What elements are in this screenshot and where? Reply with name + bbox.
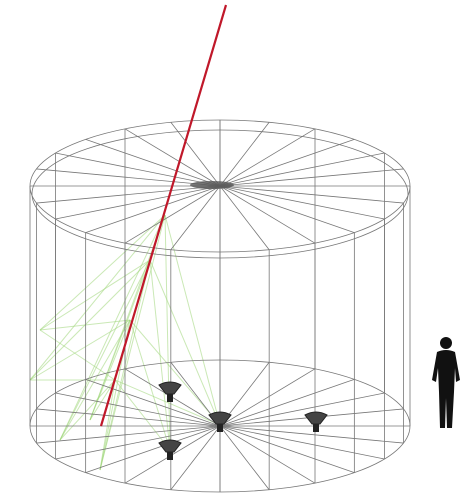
- light-ray: [59, 259, 151, 441]
- light-ray: [99, 214, 166, 471]
- pmt-cup: [158, 439, 182, 453]
- spoke: [219, 122, 270, 187]
- spoke: [55, 152, 221, 187]
- light-ray: [99, 379, 116, 471]
- light-ray: [129, 319, 221, 426]
- pmt: [158, 439, 182, 460]
- spoke: [55, 185, 221, 220]
- light-ray: [89, 259, 151, 421]
- spoke: [219, 368, 316, 427]
- spoke: [124, 128, 221, 187]
- spoke: [55, 425, 221, 460]
- light-ray: [114, 379, 221, 426]
- spoke: [219, 185, 270, 250]
- pmt-base: [313, 424, 319, 432]
- pmt-base: [217, 424, 223, 432]
- spoke: [219, 392, 385, 427]
- spoke: [219, 138, 355, 187]
- light-ray: [39, 329, 116, 381]
- spoke: [219, 185, 385, 220]
- spoke: [55, 392, 221, 427]
- light-ray: [114, 379, 171, 451]
- pmt-cup: [208, 411, 232, 425]
- spoke: [36, 425, 221, 444]
- photomultipliers: [158, 381, 328, 460]
- light-ray: [129, 319, 171, 451]
- light-ray: [59, 214, 166, 441]
- spoke: [170, 425, 221, 490]
- light-ray: [39, 319, 131, 331]
- pmt-base: [167, 394, 173, 402]
- spoke: [219, 128, 316, 187]
- spoke: [85, 185, 221, 234]
- top-hub: [190, 181, 234, 189]
- light-ray: [39, 259, 151, 331]
- spoke: [36, 168, 221, 187]
- light-ray: [89, 379, 116, 421]
- spoke: [36, 185, 221, 204]
- spoke: [219, 425, 316, 484]
- spoke: [219, 185, 316, 244]
- light-ray: [39, 214, 166, 331]
- spoke: [219, 378, 355, 427]
- light-ray: [164, 214, 171, 451]
- light-ray: [29, 259, 151, 381]
- spoke: [219, 185, 404, 204]
- spoke: [219, 168, 404, 187]
- spoke: [85, 378, 221, 427]
- spoke: [85, 138, 221, 187]
- light-ray: [29, 319, 131, 381]
- person-silhouette: [432, 337, 460, 428]
- pmt: [208, 411, 232, 432]
- spoke: [219, 425, 385, 460]
- pmt-cup: [304, 411, 328, 425]
- light-ray: [59, 379, 116, 441]
- cylinder-wireframe: [29, 119, 411, 493]
- spoke: [124, 185, 221, 244]
- spoke: [219, 425, 404, 444]
- light-ray: [89, 319, 131, 421]
- light-ray: [29, 214, 166, 381]
- spoke: [170, 122, 221, 187]
- spoke: [219, 152, 385, 187]
- spoke: [36, 408, 221, 427]
- spoke: [219, 425, 355, 474]
- spoke: [219, 185, 355, 234]
- spoke: [219, 425, 270, 490]
- pmt: [158, 381, 182, 402]
- light-ray: [149, 259, 221, 426]
- spoke: [170, 185, 221, 250]
- pmt: [304, 411, 328, 432]
- particle-track: [99, 4, 228, 427]
- pmt-base: [167, 452, 173, 460]
- spoke: [85, 425, 221, 474]
- pmt-cup: [158, 381, 182, 395]
